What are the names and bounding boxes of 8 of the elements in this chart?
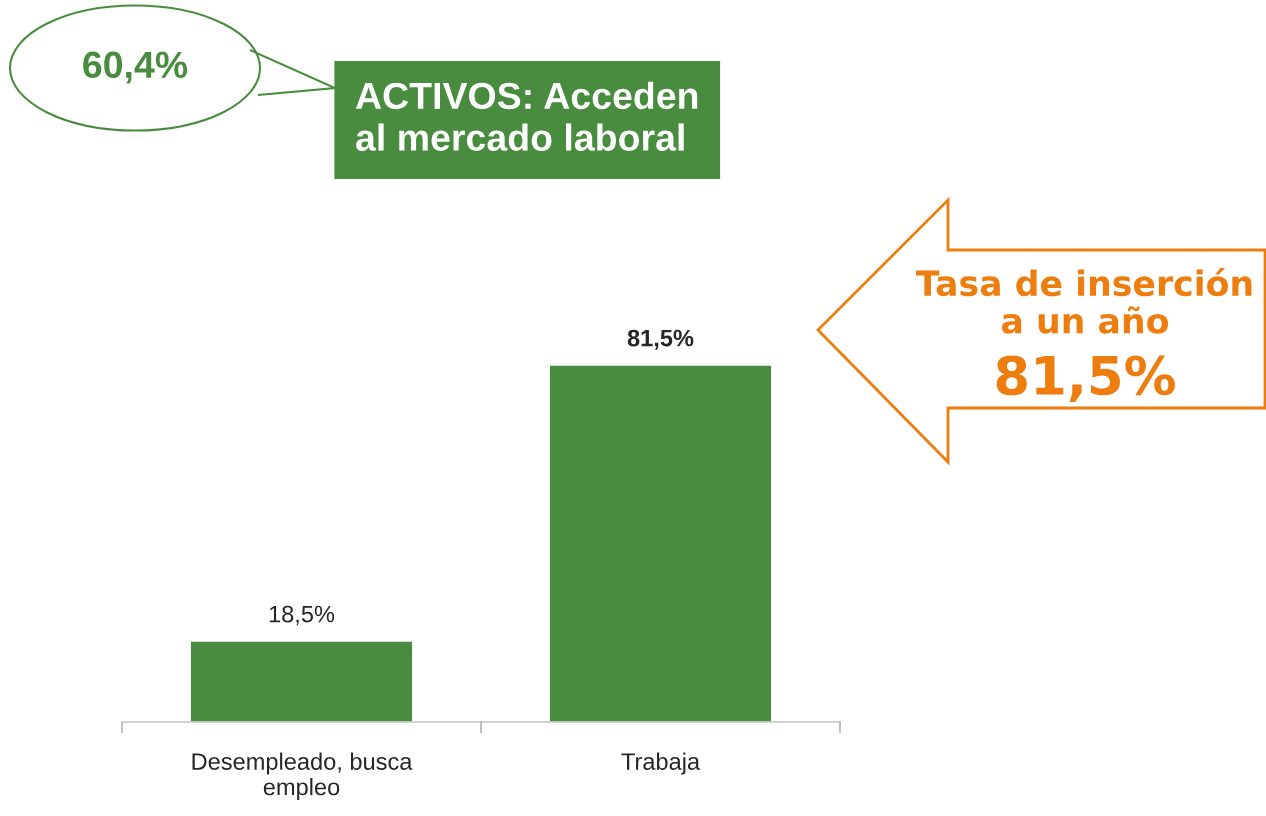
x-tick-label: Desempleado, busca empleo bbox=[192, 752, 413, 800]
data-label: 81,5% bbox=[627, 329, 694, 350]
x-tick-label: Trabaja bbox=[621, 752, 701, 775]
text: 81,5% bbox=[996, 355, 1175, 403]
text: ACTIVOS: Acceden al mercado laboral bbox=[355, 81, 698, 151]
text: Tasa de inserción a un año bbox=[915, 268, 1252, 334]
data-label: 18,5% bbox=[269, 605, 335, 626]
text: 60,4% bbox=[83, 51, 188, 84]
